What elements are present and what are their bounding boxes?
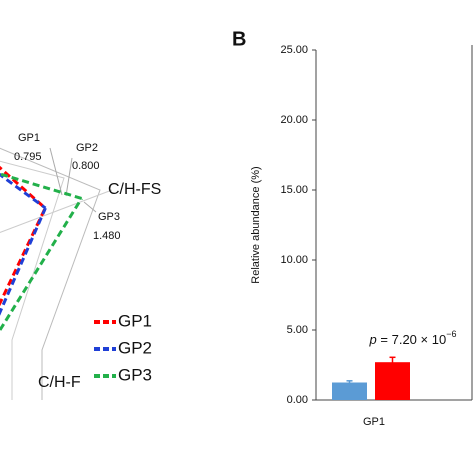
radar-line [0,207,47,316]
legend-label: GP1 [118,311,152,330]
radar-line [0,207,47,307]
callout [65,157,73,197]
y-tick-label: 5.00 [287,324,308,336]
radar-line [0,197,83,331]
y-tick-label: 20.00 [280,114,308,126]
annotation-value: 1.480 [93,230,121,242]
radar-web [0,160,65,400]
legend-label: GP3 [118,365,152,384]
annotation-value: 0.800 [72,160,100,172]
radar-axis-label: C/H-FS [108,181,161,198]
annotation-name: GP2 [76,142,98,154]
panel-label: B [232,28,246,50]
callout [83,201,97,213]
radar-axis-label: C/H-F [38,374,81,391]
annotation-name: GP1 [18,132,40,144]
annotation-exponent: −6 [446,329,456,339]
annotation-text: = 7.20 × 10 [377,332,446,347]
radar-line [0,172,83,200]
annotation: p = 7.20 × 10−6 [369,329,457,347]
x-tick-label: GP1 [363,416,385,428]
y-tick-label: 25.00 [280,44,308,56]
callout [49,147,63,196]
y-tick-label: 10.00 [280,254,308,266]
annotation-italic: p [369,332,377,347]
y-tick-label: 0.00 [287,394,308,406]
radar-axis [0,189,113,233]
annotation-value: 0.795 [14,151,42,163]
y-axis-title: Relative abundance (%) [250,166,262,283]
radar-line [0,172,47,210]
bar [375,362,410,400]
y-tick-label: 15.00 [280,184,308,196]
legend-label: GP2 [118,338,152,357]
bar [332,382,367,400]
radar-web [0,147,101,400]
annotation-name: GP3 [98,211,120,223]
